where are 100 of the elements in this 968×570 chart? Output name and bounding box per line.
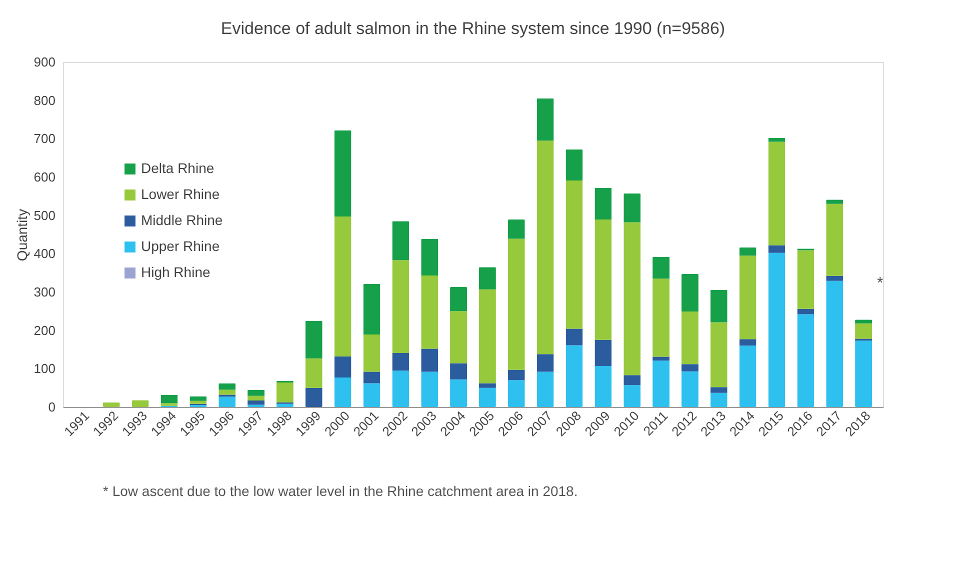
y-tick-label: 100 [34,361,56,376]
bar [624,375,641,386]
y-tick-label: 400 [34,246,56,262]
bar [681,312,698,364]
text: * Low ascent due to the low water level in the Rhine catchment area in 2018. [103,483,578,499]
bar [392,370,410,407]
bar [768,245,786,253]
bar [248,396,265,400]
bar [594,340,612,366]
bar [276,404,294,407]
bar [594,220,612,340]
bar [392,221,410,260]
bar [681,371,698,407]
y-tick-label: 200 [34,322,56,338]
bar [826,204,844,276]
bar [826,200,844,204]
bar [421,372,438,407]
bar [536,372,554,407]
bar [218,396,236,407]
legend-label: Delta Rhine [141,160,214,176]
bar [450,379,468,407]
bar [190,400,207,404]
bar [536,98,554,141]
bar [478,267,496,290]
bar [652,360,670,407]
bar [566,328,583,346]
bar [392,260,410,353]
legend-label: Middle Rhine [141,212,223,228]
bar [710,322,728,388]
bar [710,290,728,322]
bar [508,220,525,239]
y-tick-label: 600 [34,170,56,184]
bar [450,311,468,364]
bar [363,334,380,372]
bar [624,222,641,376]
bar [797,250,814,309]
bar [739,248,756,256]
bar [739,256,756,340]
bar [797,314,814,407]
y-tick-label: 700 [34,131,56,146]
bar [652,278,670,357]
bar [190,396,207,401]
y-tick-label: 800 [34,92,56,108]
bar [363,372,380,384]
bar [855,323,872,339]
bar [739,339,756,346]
bar [681,364,698,372]
bar [334,377,352,407]
bar [826,280,844,407]
bar [132,400,149,407]
bar [710,392,728,407]
bar [566,180,583,329]
bar [855,340,872,407]
bar [392,352,410,371]
legend-label: Upper Rhine [141,238,220,254]
bar [450,287,468,312]
bar [334,130,352,216]
bar [536,354,554,372]
bar [160,403,178,406]
bar [826,276,844,281]
bar [363,383,380,407]
chart-title: Evidence of adult salmon in the Rhine system since 1990 (n=9586) [220,19,726,38]
bar [594,366,612,407]
bar [334,216,352,356]
y-axis-title: Quantity [14,208,30,262]
annotation: * [877,274,884,292]
bar [624,385,641,407]
bar [566,149,583,180]
bar [363,284,380,335]
bar [652,256,670,279]
y-tick-label: 0 [48,400,56,414]
bar [739,346,756,407]
y-tick-label: 500 [34,208,56,223]
bar [566,345,583,407]
bar [478,388,496,407]
bar [478,289,496,384]
bar [768,142,786,246]
y-tick-label: 900 [34,54,56,70]
bar [681,274,698,312]
bar [508,370,525,380]
bar [248,400,265,405]
bar [508,380,525,407]
bar [710,387,728,393]
bar [305,358,322,388]
bar [768,252,786,407]
bar [334,356,352,378]
bar [450,363,468,380]
bar [421,276,438,349]
bar [102,402,120,407]
bar [305,320,322,358]
legend-label: High Rhine [141,264,210,280]
y-tick-label: 300 [34,284,56,300]
bar [594,188,612,220]
bar [624,193,641,222]
bar [218,383,236,390]
bar [536,140,554,354]
bar [797,308,814,314]
bar [276,382,294,402]
bar [421,238,438,276]
bar [421,348,438,372]
